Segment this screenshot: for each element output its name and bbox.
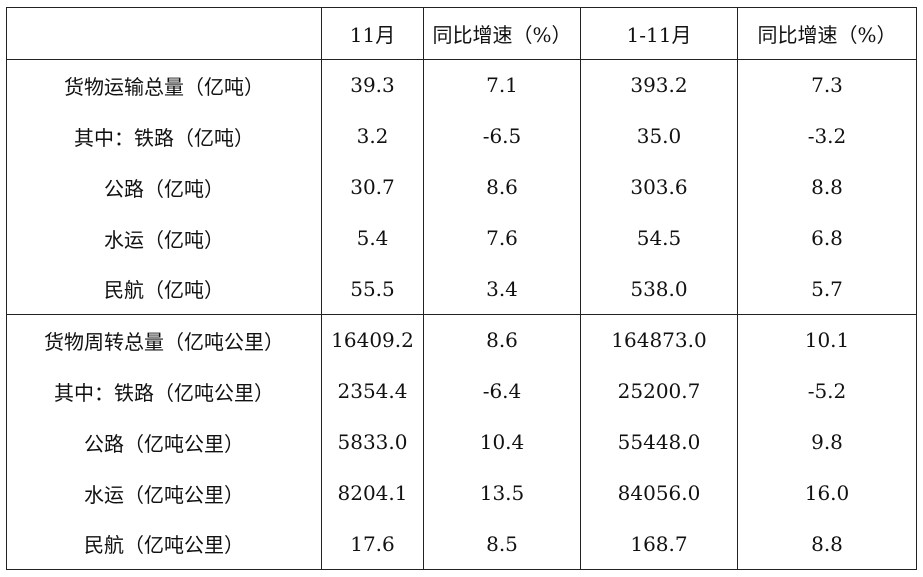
row-label: 货物运输总量（亿吨） (6, 59, 322, 111)
jan-nov-value: 303.6 (580, 161, 738, 213)
jan-nov-value: 168.7 (580, 518, 738, 570)
row-label: 水运（亿吨公里） (6, 467, 322, 519)
november-value: 5833.0 (321, 416, 424, 468)
table-row: 民航（亿吨） 55.5 3.4 538.0 5.7 (6, 263, 917, 315)
jan-nov-value: 54.5 (580, 212, 738, 264)
yoy-jan-nov-value: 8.8 (737, 518, 917, 570)
row-label: 其中：铁路（亿吨） (6, 110, 322, 162)
yoy-jan-nov-value: 16.0 (737, 467, 917, 519)
yoy-november-value: 13.5 (423, 467, 581, 519)
header-cell-november: 11月 (321, 7, 424, 60)
november-value: 39.3 (321, 59, 424, 111)
row-label: 民航（亿吨公里） (6, 518, 322, 570)
november-value: 8204.1 (321, 467, 424, 519)
jan-nov-value: 35.0 (580, 110, 738, 162)
yoy-november-value: 7.1 (423, 59, 581, 111)
yoy-jan-nov-value: -5.2 (737, 365, 917, 417)
header-row: 11月 同比增速（%） 1-11月 同比增速（%） (6, 7, 917, 60)
yoy-jan-nov-value: 6.8 (737, 212, 917, 264)
table-row: 货物运输总量（亿吨） 39.3 7.1 393.2 7.3 (6, 59, 917, 111)
row-label: 其中：铁路（亿吨公里） (6, 365, 322, 417)
yoy-jan-nov-value: 9.8 (737, 416, 917, 468)
november-value: 5.4 (321, 212, 424, 264)
yoy-november-value: -6.4 (423, 365, 581, 417)
row-label: 民航（亿吨） (6, 263, 322, 315)
row-label: 公路（亿吨公里） (6, 416, 322, 468)
table-row: 民航（亿吨公里） 17.6 8.5 168.7 8.8 (6, 518, 917, 570)
yoy-november-value: 8.6 (423, 161, 581, 213)
table-row: 水运（亿吨公里） 8204.1 13.5 84056.0 16.0 (6, 467, 917, 519)
yoy-november-value: 8.5 (423, 518, 581, 570)
jan-nov-value: 55448.0 (580, 416, 738, 468)
freight-turnover-group: 货物周转总量（亿吨公里） 16409.2 8.6 164873.0 10.1 其… (6, 314, 917, 570)
yoy-jan-nov-value: 7.3 (737, 59, 917, 111)
row-label: 货物周转总量（亿吨公里） (6, 314, 322, 366)
freight-volume-group: 货物运输总量（亿吨） 39.3 7.1 393.2 7.3 其中：铁路（亿吨） … (6, 59, 917, 315)
header-cell-blank (6, 7, 322, 60)
row-label: 公路（亿吨） (6, 161, 322, 213)
yoy-november-value: 8.6 (423, 314, 581, 366)
table-row: 公路（亿吨） 30.7 8.6 303.6 8.8 (6, 161, 917, 213)
table-header: 11月 同比增速（%） 1-11月 同比增速（%） (6, 7, 917, 60)
table-row: 其中：铁路（亿吨） 3.2 -6.5 35.0 -3.2 (6, 110, 917, 162)
november-value: 16409.2 (321, 314, 424, 366)
header-cell-yoy-november: 同比增速（%） (423, 7, 581, 60)
table-row: 其中：铁路（亿吨公里） 2354.4 -6.4 25200.7 -5.2 (6, 365, 917, 417)
yoy-november-value: 10.4 (423, 416, 581, 468)
yoy-jan-nov-value: 5.7 (737, 263, 917, 315)
november-value: 55.5 (321, 263, 424, 315)
november-value: 3.2 (321, 110, 424, 162)
jan-nov-value: 393.2 (580, 59, 738, 111)
yoy-november-value: -6.5 (423, 110, 581, 162)
header-cell-yoy-jan-nov: 同比增速（%） (737, 7, 917, 60)
yoy-jan-nov-value: 10.1 (737, 314, 917, 366)
table-row: 货物周转总量（亿吨公里） 16409.2 8.6 164873.0 10.1 (6, 314, 917, 366)
freight-statistics-table: 11月 同比增速（%） 1-11月 同比增速（%） 货物运输总量（亿吨） 39.… (6, 7, 917, 570)
november-value: 30.7 (321, 161, 424, 213)
jan-nov-value: 25200.7 (580, 365, 738, 417)
jan-nov-value: 164873.0 (580, 314, 738, 366)
yoy-november-value: 3.4 (423, 263, 581, 315)
yoy-november-value: 7.6 (423, 212, 581, 264)
november-value: 17.6 (321, 518, 424, 570)
jan-nov-value: 84056.0 (580, 467, 738, 519)
november-value: 2354.4 (321, 365, 424, 417)
row-label: 水运（亿吨） (6, 212, 322, 264)
table-row: 公路（亿吨公里） 5833.0 10.4 55448.0 9.8 (6, 416, 917, 468)
yoy-jan-nov-value: 8.8 (737, 161, 917, 213)
header-cell-jan-nov: 1-11月 (580, 7, 738, 60)
yoy-jan-nov-value: -3.2 (737, 110, 917, 162)
table-row: 水运（亿吨） 5.4 7.6 54.5 6.8 (6, 212, 917, 264)
jan-nov-value: 538.0 (580, 263, 738, 315)
